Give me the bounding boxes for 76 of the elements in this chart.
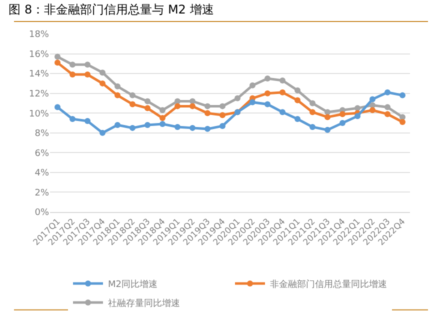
point	[144, 105, 150, 112]
point	[354, 113, 360, 120]
point	[70, 62, 76, 68]
y-tick-label: 4%	[34, 168, 50, 179]
point	[264, 90, 270, 96]
point	[294, 87, 300, 94]
point	[84, 118, 90, 124]
point	[280, 109, 286, 116]
point	[204, 103, 210, 110]
point	[294, 97, 300, 104]
point	[114, 92, 120, 98]
y-tick-label: 0%	[34, 208, 50, 218]
point	[190, 103, 196, 110]
point	[384, 104, 390, 110]
point	[264, 76, 270, 82]
point	[310, 109, 316, 116]
y-tick-label: 12%	[28, 89, 50, 100]
legend-label: 社融存量同比增速	[108, 298, 180, 309]
point	[384, 111, 390, 118]
legend-label: 非金融部门信用总量同比增速	[270, 278, 387, 290]
point	[114, 83, 120, 90]
legend-label: M2同比增速	[108, 278, 158, 290]
point	[130, 92, 136, 98]
point	[114, 122, 120, 128]
point	[220, 122, 226, 129]
point	[204, 110, 210, 116]
point	[84, 62, 90, 68]
point	[70, 72, 76, 78]
point	[264, 101, 270, 108]
point	[54, 60, 60, 66]
point	[340, 120, 346, 126]
point	[324, 126, 330, 133]
y-tick-label: 18%	[28, 30, 50, 40]
point	[190, 124, 196, 131]
point	[280, 89, 286, 96]
point	[160, 115, 166, 122]
point	[400, 92, 406, 98]
point	[100, 130, 106, 136]
point	[370, 96, 376, 102]
point	[220, 112, 226, 118]
point	[54, 54, 60, 60]
point	[324, 114, 330, 120]
chart-title: 图 8：非金融部门信用总量与 M2 增速	[8, 2, 214, 16]
point	[174, 103, 180, 110]
point	[370, 107, 376, 114]
point	[294, 116, 300, 122]
point	[280, 77, 286, 84]
point	[384, 89, 390, 96]
point	[130, 101, 136, 108]
point	[220, 103, 226, 110]
point	[370, 102, 376, 108]
y-tick-label: 16%	[28, 50, 50, 60]
y-tick-label: 14%	[28, 70, 50, 80]
point	[310, 100, 316, 106]
point	[250, 99, 256, 106]
point	[84, 72, 90, 78]
y-tick-label: 8%	[34, 129, 50, 140]
point	[160, 120, 166, 127]
y-tick-label: 10%	[28, 109, 50, 120]
point	[250, 82, 256, 88]
point	[174, 124, 180, 130]
point	[130, 124, 136, 131]
point	[70, 116, 76, 122]
point	[310, 124, 316, 130]
point	[400, 119, 406, 126]
y-tick-label: 2%	[34, 188, 50, 198]
point	[100, 70, 106, 76]
point	[204, 126, 210, 132]
point	[100, 80, 106, 86]
point	[160, 107, 166, 114]
y-tick-label: 6%	[34, 148, 50, 159]
point	[340, 111, 346, 118]
point	[144, 98, 150, 104]
point	[234, 95, 240, 102]
point	[54, 104, 60, 110]
point	[144, 122, 150, 128]
